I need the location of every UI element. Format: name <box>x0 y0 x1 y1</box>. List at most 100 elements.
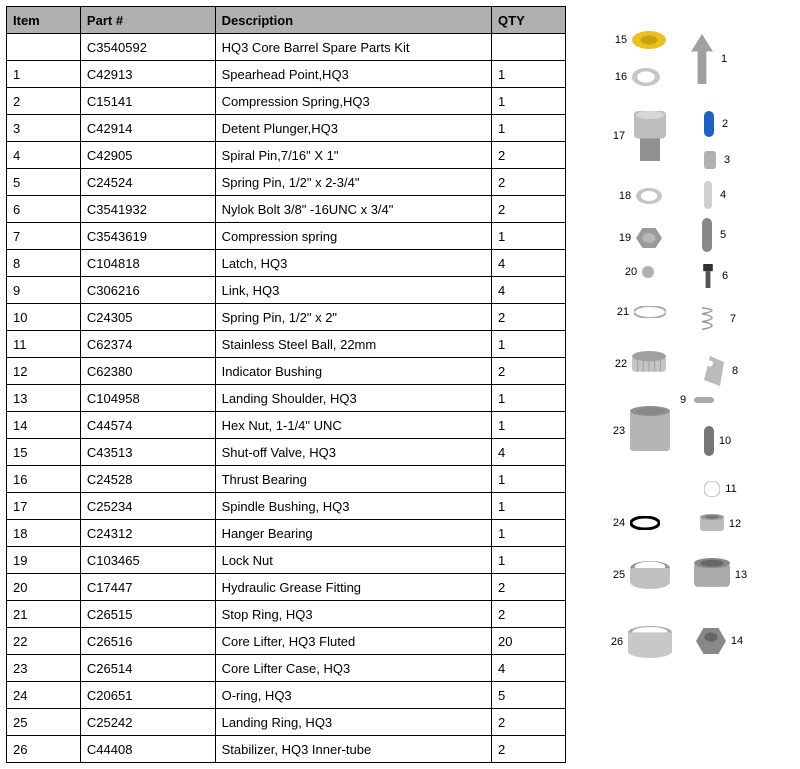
table-row: C3540592HQ3 Core Barrel Spare Parts Kit <box>7 34 566 61</box>
shoulder-icon <box>694 558 730 592</box>
table-cell: 1 <box>492 493 566 520</box>
diagram-label: 15 <box>614 34 628 46</box>
diagram-label: 14 <box>730 635 744 647</box>
table-cell: Hanger Bearing <box>215 520 491 547</box>
pin-icon <box>702 218 712 252</box>
diagram-label: 24 <box>612 517 626 529</box>
table-cell: 2 <box>7 88 81 115</box>
table-cell: 1 <box>492 520 566 547</box>
table-cell: 2 <box>492 142 566 169</box>
oring-icon <box>630 516 660 530</box>
diagram-part-15: 15 <box>614 31 666 49</box>
table-cell: C62374 <box>80 331 215 358</box>
table-cell: 20 <box>7 574 81 601</box>
table-cell: Hydraulic Grease Fitting <box>215 574 491 601</box>
table-cell: C42913 <box>80 61 215 88</box>
diagram-part-3: 3 <box>704 151 734 169</box>
table-cell: C62380 <box>80 358 215 385</box>
diagram-label: 6 <box>718 270 732 282</box>
table-cell: Detent Plunger,HQ3 <box>215 115 491 142</box>
table-cell: Spindle Bushing, HQ3 <box>215 493 491 520</box>
table-cell: 4 <box>7 142 81 169</box>
table-cell: Hex Nut, 1-1/4" UNC <box>215 412 491 439</box>
diagram-label: 11 <box>724 483 738 495</box>
table-cell: 23 <box>7 655 81 682</box>
table-row: 1C42913Spearhead Point,HQ31 <box>7 61 566 88</box>
table-row: 12C62380Indicator Bushing2 <box>7 358 566 385</box>
link-icon <box>694 395 714 405</box>
table-cell: 2 <box>492 169 566 196</box>
hexnut-icon <box>696 628 726 654</box>
table-cell: 4 <box>492 277 566 304</box>
diagram-part-14: 14 <box>696 628 744 654</box>
table-cell: Spring Pin, 1/2" x 2" <box>215 304 491 331</box>
ball-icon <box>704 481 720 497</box>
table-cell: Spring Pin, 1/2" x 2-3/4" <box>215 169 491 196</box>
header-part: Part # <box>80 7 215 34</box>
bearing-icon <box>632 68 660 86</box>
diagram-label: 20 <box>624 266 638 278</box>
diagram-part-21: 21 <box>616 306 666 318</box>
table-cell: Spearhead Point,HQ3 <box>215 61 491 88</box>
bushing-icon <box>630 111 670 161</box>
table-cell: C44574 <box>80 412 215 439</box>
table-row: 18C24312Hanger Bearing1 <box>7 520 566 547</box>
diagram-part-23: 23 <box>612 406 670 456</box>
diagram-part-18: 18 <box>618 188 662 204</box>
table-cell: 14 <box>7 412 81 439</box>
diagram-part-8: 8 <box>704 356 742 386</box>
lifter-icon <box>632 351 666 377</box>
table-row: 20C17447Hydraulic Grease Fitting2 <box>7 574 566 601</box>
table-row: 15C43513Shut-off Valve, HQ34 <box>7 439 566 466</box>
table-row: 9C306216Link, HQ34 <box>7 277 566 304</box>
table-cell: 1 <box>492 61 566 88</box>
table-cell: 21 <box>7 601 81 628</box>
table-cell: Shut-off Valve, HQ3 <box>215 439 491 466</box>
table-cell: C24528 <box>80 466 215 493</box>
header-qty: QTY <box>492 7 566 34</box>
table-cell: C42905 <box>80 142 215 169</box>
diagram-part-12: 12 <box>700 514 742 534</box>
table-cell: 8 <box>7 250 81 277</box>
diagram-part-22: 22 <box>614 351 666 377</box>
table-cell: Core Lifter Case, HQ3 <box>215 655 491 682</box>
table-row: 3C42914Detent Plunger,HQ31 <box>7 115 566 142</box>
table-cell: Stainless Steel Ball, 22mm <box>215 331 491 358</box>
table-cell: C42914 <box>80 115 215 142</box>
table-cell: 7 <box>7 223 81 250</box>
diagram-label: 1 <box>717 53 731 65</box>
diagram-label: 21 <box>616 306 630 318</box>
table-cell: 12 <box>7 358 81 385</box>
table-row: 4C42905Spiral Pin,7/16" X 1"2 <box>7 142 566 169</box>
table-cell: 4 <box>492 439 566 466</box>
case-icon <box>630 406 670 456</box>
diagram-part-16: 16 <box>614 68 660 86</box>
spring-icon <box>704 111 714 137</box>
table-cell: C306216 <box>80 277 215 304</box>
diagram-part-6: 6 <box>702 264 732 288</box>
table-cell: 5 <box>492 682 566 709</box>
table-cell: 2 <box>492 736 566 763</box>
spearhead-icon <box>691 34 713 84</box>
table-cell: C15141 <box>80 88 215 115</box>
table-cell: C104958 <box>80 385 215 412</box>
plunger-icon <box>704 151 716 169</box>
table-cell: 6 <box>7 196 81 223</box>
table-cell: 1 <box>492 331 566 358</box>
diagram-label: 9 <box>676 394 690 406</box>
table-cell: C43513 <box>80 439 215 466</box>
table-row: 16C24528Thrust Bearing1 <box>7 466 566 493</box>
table-cell: Core Lifter, HQ3 Fluted <box>215 628 491 655</box>
table-cell: C3543619 <box>80 223 215 250</box>
diagram-label: 16 <box>614 71 628 83</box>
table-cell: 15 <box>7 439 81 466</box>
lring-icon <box>630 561 670 589</box>
table-row: 13C104958Landing Shoulder, HQ31 <box>7 385 566 412</box>
exploded-diagram: 1511621731841952062172289231011241225132… <box>576 6 794 726</box>
diagram-label: 19 <box>618 232 632 244</box>
table-cell: C24312 <box>80 520 215 547</box>
table-cell: 18 <box>7 520 81 547</box>
table-cell: 4 <box>492 250 566 277</box>
parts-table-container: Item Part # Description QTY C3540592HQ3 … <box>6 6 566 763</box>
table-cell: 1 <box>492 412 566 439</box>
